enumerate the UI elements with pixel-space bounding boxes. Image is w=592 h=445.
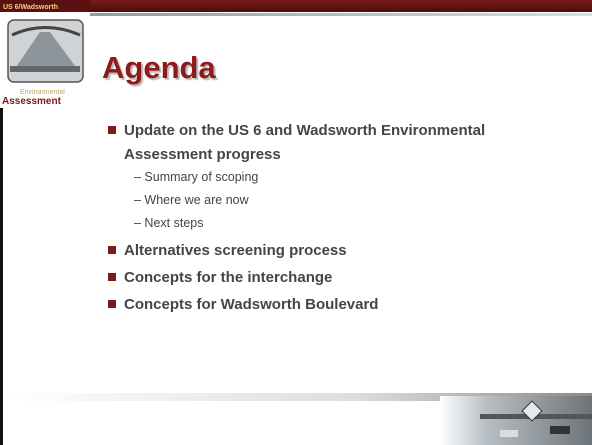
logo-top-text: US 6/Wadsworth xyxy=(3,4,58,11)
top-line xyxy=(90,13,592,16)
bullet-text: Concepts for Wadsworth Boulevard xyxy=(124,293,568,317)
bullet-text: Alternatives screening process xyxy=(124,239,568,263)
logo-line2: Assessment xyxy=(2,96,62,107)
sub-item: – Summary of scoping xyxy=(134,170,258,184)
bullet-item: Update on the US 6 and Wadsworth Environ… xyxy=(108,119,568,167)
bullet-item: Concepts for the interchange xyxy=(108,266,568,290)
slide-title: Agenda xyxy=(102,50,216,86)
bullet-item: Concepts for Wadsworth Boulevard xyxy=(108,293,568,317)
photo-collage xyxy=(440,396,592,445)
logo-line1: Environmental xyxy=(20,89,65,96)
bullet-text: Concepts for the interchange xyxy=(124,266,568,290)
bullet-item: Alternatives screening process xyxy=(108,239,568,263)
sub-item: – Where we are now xyxy=(134,193,249,207)
bullet-text: Update on the US 6 and Wadsworth Environ… xyxy=(124,119,568,167)
logo: US 6/Wadsworth Environmental Assessment xyxy=(0,0,90,108)
slide: US 6/Wadsworth Environmental Assessment … xyxy=(0,0,592,445)
sub-item: – Next steps xyxy=(134,216,203,230)
